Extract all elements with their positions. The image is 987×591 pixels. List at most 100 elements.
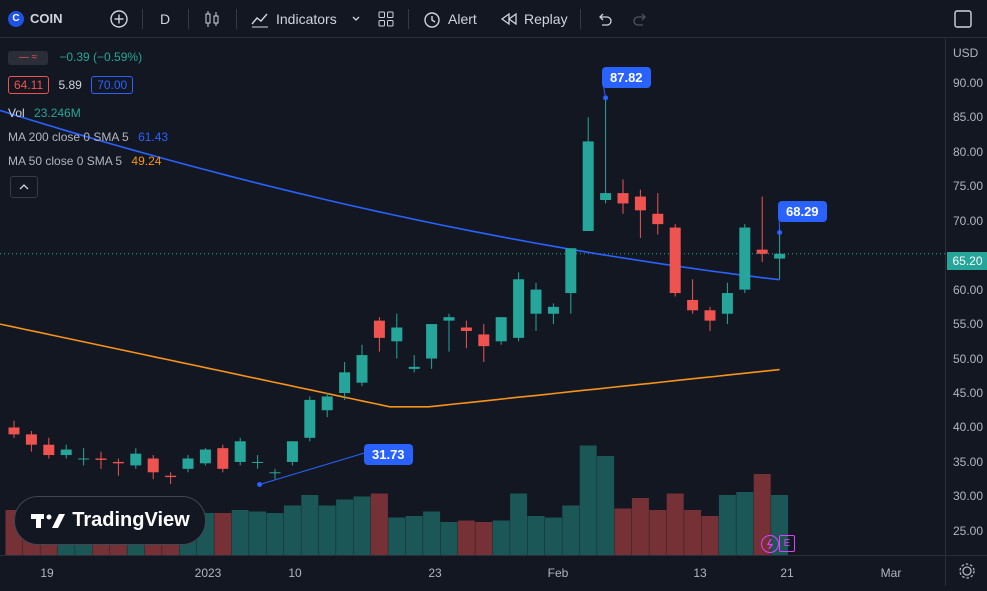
indicators-button[interactable]: Indicators bbox=[250, 0, 337, 37]
chart-pane[interactable] bbox=[0, 38, 945, 555]
layouts-button[interactable] bbox=[377, 0, 395, 37]
collapse-legend-button[interactable] bbox=[10, 176, 38, 198]
volume-bar bbox=[475, 522, 493, 555]
price-label: 30.00 bbox=[953, 489, 984, 504]
symbol-search-button[interactable]: C COIN bbox=[8, 0, 63, 37]
last-callout-dot bbox=[777, 229, 783, 235]
candle-body bbox=[182, 458, 194, 469]
time-label-mar: Mar bbox=[880, 566, 902, 580]
rewind-icon bbox=[500, 12, 517, 25]
volume-bar bbox=[492, 520, 510, 555]
price-label: 55.00 bbox=[953, 317, 984, 332]
candle-body bbox=[60, 449, 72, 456]
price-label: 60.00 bbox=[953, 282, 984, 297]
price-chart[interactable] bbox=[0, 38, 945, 555]
ma50-label: MA 50 close 0 SMA 5 bbox=[8, 154, 123, 168]
ma200-label: MA 200 close 0 SMA 5 bbox=[8, 130, 129, 144]
tradingview-logo[interactable]: TradingView bbox=[14, 496, 206, 545]
volume-bar bbox=[544, 517, 562, 555]
high-price-callout[interactable]: 87.82 bbox=[602, 67, 651, 88]
grid-layout-icon bbox=[378, 11, 394, 26]
candle-body bbox=[373, 320, 385, 338]
candle-body bbox=[269, 472, 281, 474]
redo-icon bbox=[633, 13, 646, 26]
candle-body bbox=[582, 141, 594, 232]
axis-corner bbox=[945, 555, 987, 586]
candle-body bbox=[199, 449, 211, 464]
candle-body bbox=[147, 458, 159, 473]
candle-body bbox=[25, 434, 37, 445]
gear-icon[interactable] bbox=[946, 556, 987, 586]
interval-button[interactable]: D bbox=[160, 0, 170, 37]
candle-body bbox=[286, 441, 298, 462]
time-label-2023: 2023 bbox=[194, 566, 222, 580]
low-callout-pointer bbox=[259, 452, 367, 485]
candle-body bbox=[652, 213, 664, 225]
undo-icon bbox=[599, 13, 612, 26]
time-label-23: 23 bbox=[428, 566, 442, 580]
tradingview-wordmark: TradingView bbox=[72, 509, 190, 531]
volume-bar bbox=[214, 513, 232, 555]
high-callout-dot bbox=[603, 95, 609, 101]
volume-bar bbox=[527, 516, 545, 555]
volume-bar bbox=[388, 517, 406, 555]
volume-label: Vol bbox=[8, 106, 25, 120]
candle-body bbox=[234, 441, 246, 462]
buy-price-box[interactable]: 70.00 bbox=[91, 76, 134, 94]
redo-button[interactable] bbox=[632, 0, 650, 37]
spread-value: 5.89 bbox=[58, 78, 82, 92]
candle-body bbox=[547, 306, 559, 314]
ma50-line bbox=[0, 323, 780, 408]
replay-button[interactable]: Replay bbox=[500, 0, 568, 37]
candle-body bbox=[252, 461, 264, 463]
fullscreen-button[interactable] bbox=[953, 0, 973, 37]
candle-body bbox=[460, 327, 472, 331]
square-icon bbox=[954, 9, 972, 28]
low-price-callout[interactable]: 31.73 bbox=[364, 444, 413, 465]
symbol-label: COIN bbox=[30, 11, 63, 26]
price-label: 75.00 bbox=[953, 179, 984, 194]
chevron-down-icon bbox=[352, 16, 360, 21]
candle-body bbox=[356, 355, 368, 383]
price-label: 85.00 bbox=[953, 110, 984, 125]
price-change: −0.39 (−0.59%) bbox=[59, 50, 143, 64]
chevron-up-icon bbox=[19, 184, 29, 190]
legend-toggle-icon[interactable]: — ≈ bbox=[8, 50, 48, 65]
volume-bar bbox=[649, 510, 667, 555]
volume-bar bbox=[684, 510, 702, 555]
candle-body bbox=[704, 310, 716, 321]
price-axis[interactable]: USD 90.00 85.00 80.00 75.00 70.00 60.00 55.00 5… bbox=[945, 38, 987, 555]
candle-body bbox=[721, 293, 733, 314]
price-label: 70.00 bbox=[953, 213, 984, 228]
candle-body bbox=[43, 444, 55, 456]
alert-button[interactable]: Alert bbox=[422, 0, 477, 37]
candle-body bbox=[78, 458, 90, 460]
volume-bar bbox=[301, 495, 319, 555]
legend-bid-ask-row: 64.11 5.89 70.00 bbox=[8, 76, 134, 94]
last-price-callout[interactable]: 68.29 bbox=[778, 201, 827, 222]
candle-body bbox=[669, 227, 681, 294]
chart-type-button[interactable] bbox=[203, 0, 221, 37]
current-price-label: 65.20 bbox=[947, 252, 987, 270]
sell-price-box[interactable]: 64.11 bbox=[8, 76, 50, 94]
candle-body bbox=[565, 248, 577, 294]
undo-button[interactable] bbox=[595, 0, 613, 37]
interval-label: D bbox=[160, 10, 171, 27]
candle-body bbox=[495, 317, 507, 342]
volume-bar bbox=[457, 520, 475, 555]
legend-ma200-row: MA 200 close 0 SMA 5 61.43 bbox=[8, 130, 168, 144]
coin-logo-icon: C bbox=[8, 10, 24, 27]
candle-body bbox=[774, 253, 786, 259]
candle-body bbox=[426, 324, 438, 359]
price-label: 80.00 bbox=[953, 144, 984, 159]
volume-bar bbox=[666, 493, 684, 555]
indicators-dropdown[interactable] bbox=[351, 0, 361, 37]
volume-bar bbox=[597, 456, 615, 555]
volume-bar bbox=[336, 499, 354, 555]
compare-symbol-button[interactable] bbox=[109, 0, 129, 37]
price-label: 25.00 bbox=[953, 523, 984, 538]
time-axis[interactable]: 19 2023 10 23 Feb 13 21 Mar bbox=[0, 555, 945, 586]
earnings-badge[interactable]: E bbox=[779, 535, 795, 552]
currency-label[interactable]: USD bbox=[953, 46, 979, 60]
lightning-event-icon[interactable] bbox=[761, 535, 779, 553]
